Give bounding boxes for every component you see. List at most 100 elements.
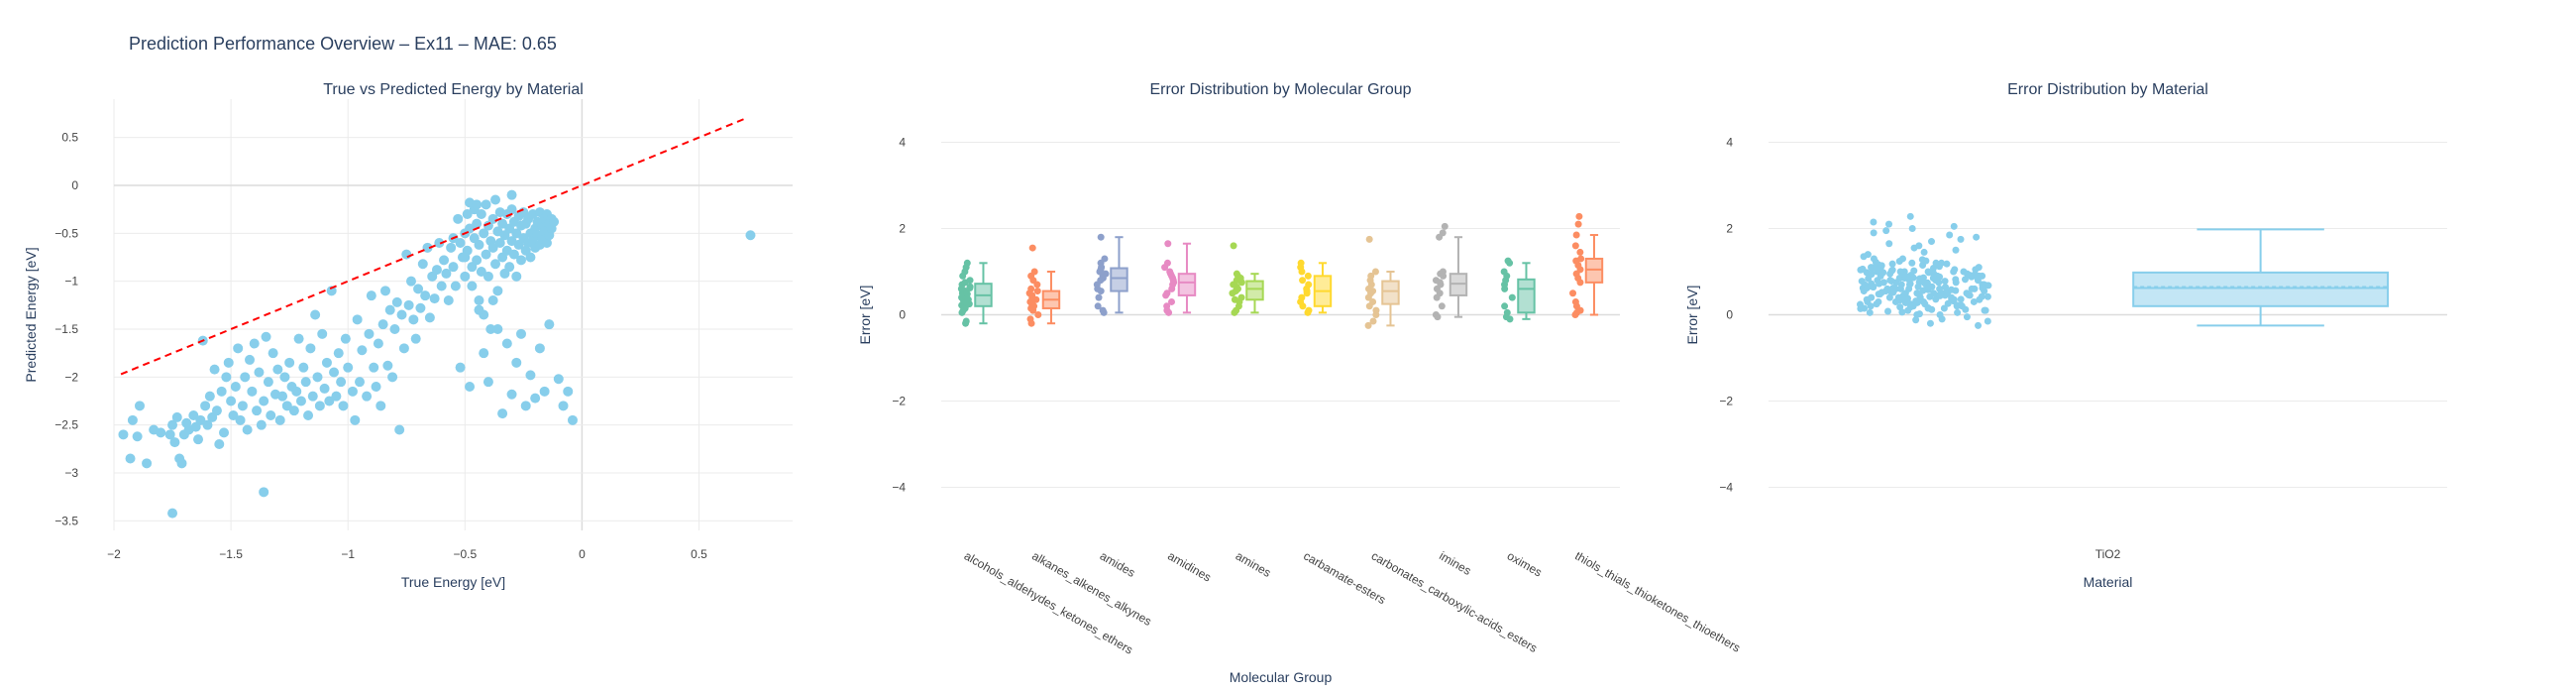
outlier-point — [1897, 281, 1905, 289]
outlier-point — [1940, 304, 1948, 312]
outlier-point — [1963, 313, 1971, 321]
outlier-point — [1936, 311, 1944, 318]
outlier-point — [1299, 277, 1307, 285]
outlier-point — [1923, 281, 1931, 289]
outlier-point — [1916, 276, 1924, 284]
y-tick-label: −4 — [1719, 481, 1733, 495]
data-point — [472, 255, 483, 266]
data-point — [494, 238, 505, 248]
subplot-title: Error Distribution by Molecular Group — [1149, 81, 1411, 98]
outlier-point — [1102, 270, 1110, 278]
outlier-point — [1960, 268, 1968, 276]
data-point — [434, 238, 445, 248]
data-point — [410, 333, 421, 344]
data-point — [310, 309, 321, 320]
data-point — [219, 427, 230, 438]
data-point — [472, 199, 483, 210]
category-label: TiO2 — [2095, 547, 2121, 561]
box — [1517, 278, 1536, 314]
outlier-point — [1912, 316, 1920, 324]
outlier-point — [1889, 285, 1897, 292]
outlier-point — [1902, 298, 1910, 306]
outlier-point — [1930, 289, 1938, 297]
y-tick-label: 0.5 — [61, 131, 78, 145]
data-point — [317, 328, 328, 339]
data-point — [209, 364, 220, 375]
data-point — [142, 458, 153, 469]
y-tick-label: 4 — [1726, 136, 1733, 150]
data-point — [355, 377, 366, 388]
outlier-point — [1935, 279, 1943, 287]
data-point — [277, 391, 288, 402]
data-point — [329, 367, 340, 378]
outlier-point — [1438, 302, 1446, 310]
data-point — [200, 401, 211, 411]
data-point — [492, 286, 503, 296]
outlier-point — [1034, 311, 1042, 318]
data-point — [164, 429, 175, 440]
outlier-point — [1870, 255, 1878, 263]
data-point — [429, 293, 440, 304]
data-point — [380, 286, 390, 296]
data-point — [474, 295, 484, 305]
data-point — [544, 319, 555, 330]
outlier-point — [1233, 270, 1240, 278]
data-point — [382, 360, 393, 371]
outlier-point — [1101, 255, 1109, 263]
data-point — [350, 414, 361, 425]
data-point — [506, 189, 517, 200]
data-point — [324, 396, 335, 406]
data-point — [256, 419, 267, 430]
outlier-point — [1936, 291, 1944, 299]
data-point — [460, 252, 471, 263]
data-point — [167, 419, 178, 430]
data-point — [214, 439, 225, 449]
data-point — [362, 391, 373, 402]
data-point — [413, 284, 424, 294]
outlier-point — [1432, 277, 1440, 285]
outlier-point — [1978, 292, 1986, 300]
data-point — [366, 290, 376, 301]
data-point — [281, 401, 292, 411]
outlier-point — [1230, 242, 1237, 250]
category-label: amidines — [1165, 548, 1214, 584]
outlier-point — [1920, 248, 1928, 256]
data-point — [331, 391, 342, 402]
outlier-point — [1864, 251, 1872, 259]
outlier-point — [1950, 222, 1958, 230]
x-tick-label: 0 — [579, 547, 586, 561]
outlier-point — [1979, 285, 1986, 292]
data-point — [394, 424, 405, 435]
y-tick-label: 4 — [899, 136, 906, 150]
outlier-point — [1927, 238, 1935, 246]
data-point — [343, 362, 354, 373]
data-point — [516, 255, 526, 266]
data-point — [169, 437, 180, 448]
category-label: oximes — [1505, 548, 1545, 579]
y-axis-title: Error [eV] — [857, 286, 873, 345]
outlier-point — [1500, 268, 1508, 276]
data-point — [441, 268, 452, 279]
outlier-point — [1439, 268, 1447, 276]
data-point — [506, 204, 517, 215]
data-point — [188, 410, 199, 420]
data-point — [525, 252, 536, 263]
y-tick-label: −2.5 — [54, 418, 78, 432]
y-tick-label: −1 — [64, 275, 78, 289]
data-point — [525, 370, 536, 381]
data-point — [424, 312, 435, 323]
data-point — [195, 414, 206, 425]
data-point — [448, 262, 459, 273]
outlier-point — [1929, 265, 1937, 273]
data-point — [511, 357, 522, 368]
x-tick-label: 0.5 — [691, 547, 707, 561]
data-point — [226, 396, 237, 406]
outlier-point — [1954, 308, 1962, 316]
data-point — [369, 362, 379, 373]
outlier-point — [1237, 293, 1245, 301]
data-point — [204, 391, 215, 402]
data-point — [534, 343, 545, 354]
outlier-point — [1577, 255, 1585, 263]
data-point — [357, 345, 368, 356]
